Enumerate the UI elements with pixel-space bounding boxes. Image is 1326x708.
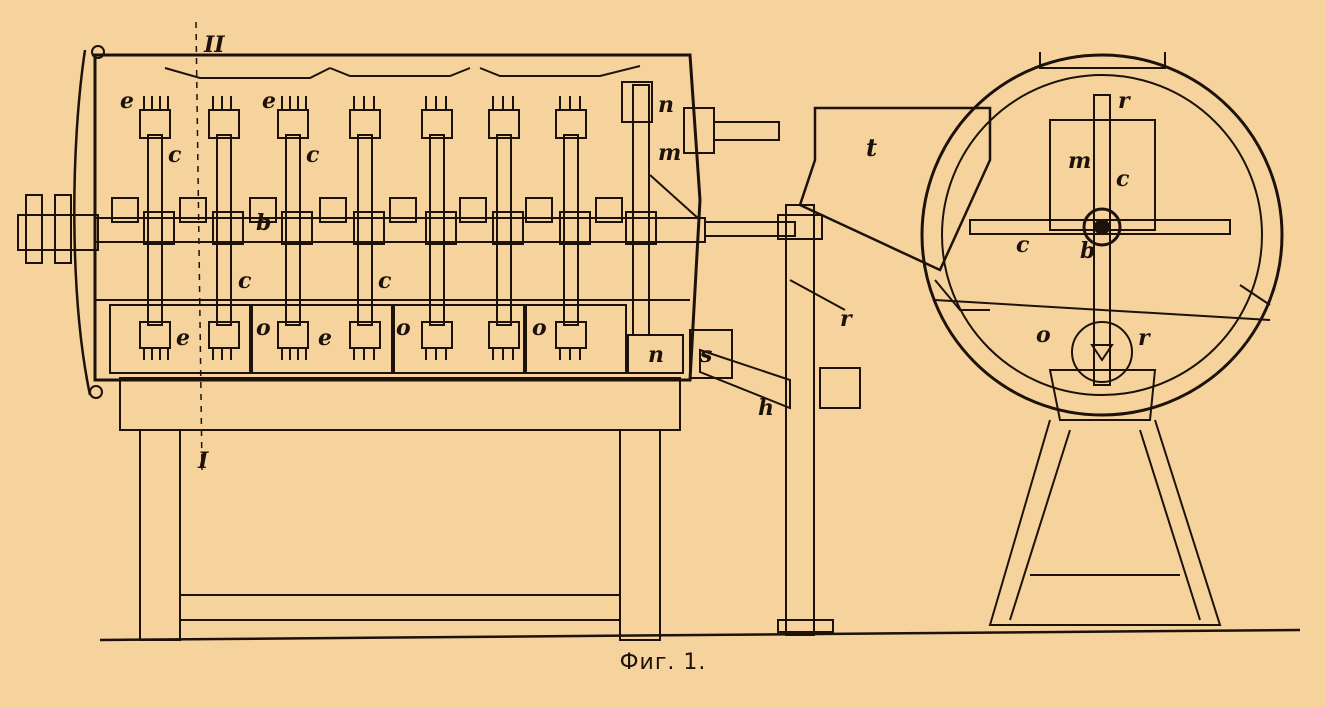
label-b: b	[1080, 238, 1095, 264]
side-view	[17, 21, 992, 641]
label-e: e	[176, 325, 190, 351]
arms	[111, 84, 657, 360]
label-c: c	[238, 268, 252, 294]
arm-2	[208, 109, 244, 349]
side-labels: II I e e c c c c b e e o o o n m n s h r…	[120, 32, 877, 474]
label-e: e	[318, 325, 332, 351]
label-c: c	[306, 142, 320, 168]
table-stand	[119, 377, 681, 641]
label-h: h	[758, 395, 774, 421]
label-o: o	[1036, 322, 1051, 348]
arm-7	[555, 109, 591, 349]
label-o: o	[532, 315, 547, 341]
label-o: o	[256, 315, 271, 341]
label-b: b	[256, 210, 271, 236]
label-o: o	[396, 315, 411, 341]
label-n: n	[658, 92, 674, 118]
label-e: e	[120, 88, 134, 114]
end-view	[920, 52, 1284, 626]
label-r: r	[1118, 88, 1131, 114]
arm-5	[421, 109, 457, 349]
label-c: c	[168, 142, 182, 168]
label-t: t	[866, 133, 877, 162]
label-r: r	[1138, 325, 1151, 351]
hopper	[798, 106, 992, 272]
arm-4	[349, 109, 385, 349]
ground-line	[99, 628, 1301, 642]
drum-body	[73, 45, 702, 399]
main-shaft	[17, 194, 796, 264]
label-c: c	[1116, 166, 1130, 192]
arm-8	[625, 84, 657, 336]
arm-3	[277, 109, 313, 349]
end-labels: r m c c b o r	[1016, 88, 1151, 351]
label-r: r	[840, 306, 853, 332]
label-c: c	[1016, 232, 1030, 258]
label-m: m	[1068, 148, 1091, 174]
label-s: s	[699, 342, 712, 368]
arm-1	[139, 109, 175, 349]
label-e: e	[262, 88, 276, 114]
label-c: c	[378, 268, 392, 294]
label-section-II: II	[203, 32, 225, 58]
label-m: m	[658, 140, 681, 166]
label-section-I: I	[197, 448, 209, 474]
section-line	[195, 21, 203, 471]
figure-caption: Фиг. 1.	[619, 650, 707, 675]
label-n: n	[648, 342, 664, 368]
arm-6	[488, 109, 524, 349]
